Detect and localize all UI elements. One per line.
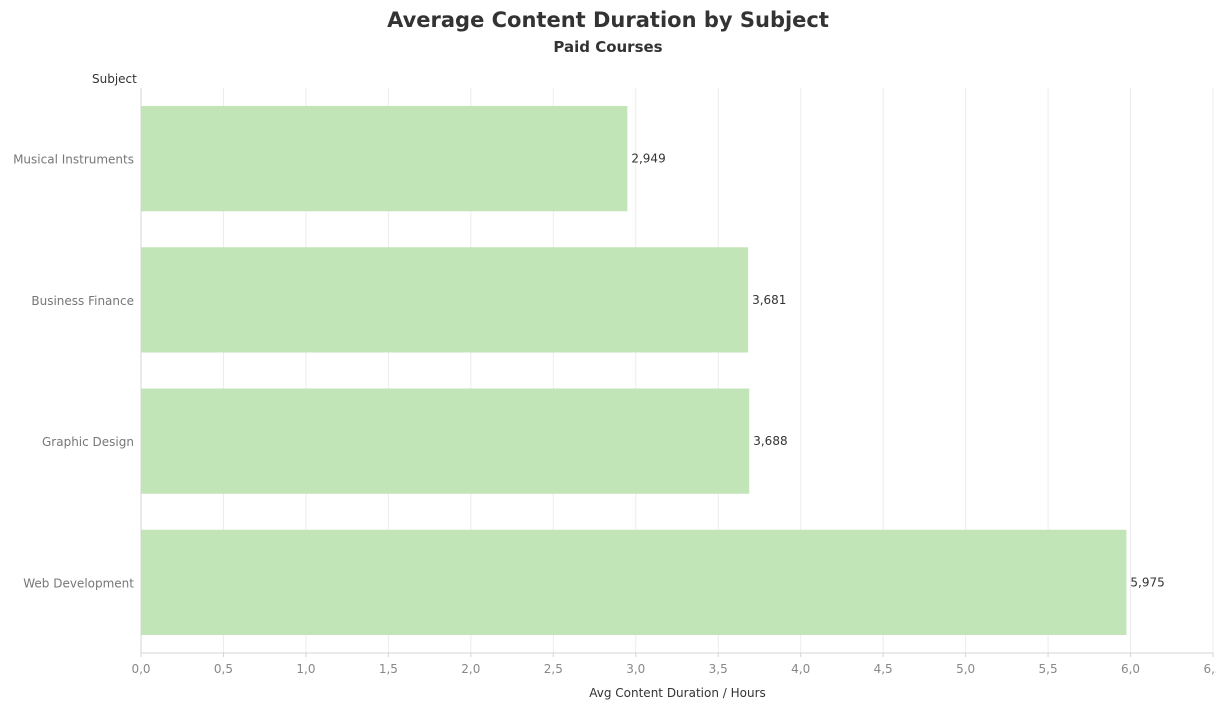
x-tick-label: 3,5 (709, 662, 728, 676)
category-label: Musical Instruments (13, 153, 134, 167)
x-axis-title: Avg Content Duration / Hours (589, 686, 766, 700)
bar[interactable] (141, 247, 749, 353)
x-tick-label: 5,0 (956, 662, 975, 676)
chart-subtitle: Paid Courses (553, 38, 663, 56)
bar[interactable] (141, 106, 628, 212)
x-tick-label: 6,5 (1203, 662, 1216, 676)
data-label: 3,688 (753, 434, 787, 448)
x-tick-label: 2,0 (461, 662, 480, 676)
x-tick-label: 4,5 (874, 662, 893, 676)
chart-title: Average Content Duration by Subject (387, 8, 829, 32)
bar[interactable] (141, 388, 750, 494)
x-tick-label: 5,5 (1039, 662, 1058, 676)
data-label: 5,975 (1130, 575, 1164, 589)
category-label: Web Development (23, 576, 134, 590)
x-tick-label: 0,5 (214, 662, 233, 676)
x-tick-label: 6,0 (1121, 662, 1140, 676)
category-label: Graphic Design (42, 435, 134, 449)
bars: 2,949 3,681 3,688 5,975 (141, 106, 1165, 635)
x-tick-label: 0,0 (131, 662, 150, 676)
x-tick-label: 3,0 (626, 662, 645, 676)
x-tick-label: 1,5 (379, 662, 398, 676)
category-labels: Musical Instruments Business Finance Graph… (13, 153, 134, 591)
category-label: Business Finance (31, 294, 134, 308)
bar[interactable] (141, 529, 1127, 635)
x-tick-label: 1,0 (296, 662, 315, 676)
x-axis-ticks: 0,0 0,5 1,0 1,5 2,0 2,5 3,0 3,5 4,0 4,5 5,0 5,5 6,0 6… (131, 653, 1216, 676)
x-tick-label: 2,5 (544, 662, 563, 676)
x-tick-label: 4,0 (791, 662, 810, 676)
data-label: 3,681 (752, 293, 786, 307)
data-label: 2,949 (631, 152, 665, 166)
y-axis-title: Subject (92, 72, 137, 86)
